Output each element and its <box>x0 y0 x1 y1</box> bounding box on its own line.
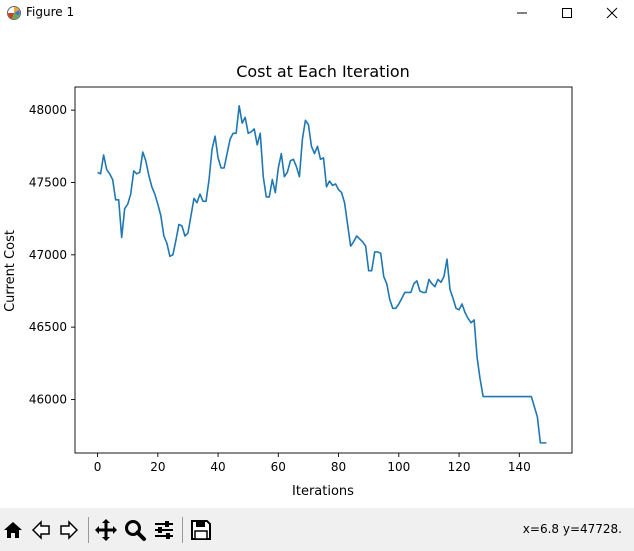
forward-button[interactable] <box>56 517 82 543</box>
minimize-icon <box>517 12 527 14</box>
x-tick-label: 0 <box>94 460 102 474</box>
navigation-toolbar: x=6.8 y=47728. <box>0 508 634 551</box>
pan-button[interactable] <box>93 517 119 543</box>
y-tick-label: 48000 <box>29 103 67 117</box>
series-line <box>97 105 547 444</box>
maximize-button[interactable] <box>545 0 589 26</box>
figure-canvas[interactable]: Cost at Each Iteration 0 20 40 60 80 100 120 14… <box>0 26 634 508</box>
chart-title: Cost at Each Iteration <box>236 62 410 81</box>
zoom-button[interactable] <box>122 517 148 543</box>
minimize-button[interactable] <box>500 0 544 26</box>
x-tick-label: 120 <box>448 460 471 474</box>
x-tick-label: 80 <box>331 460 346 474</box>
window-title: Figure 1 <box>26 5 75 19</box>
x-tick-label: 140 <box>508 460 531 474</box>
y-tick-label: 46500 <box>29 320 67 334</box>
y-tick-label: 46000 <box>29 392 67 406</box>
maximize-icon <box>562 8 572 18</box>
y-tick-label: 47000 <box>29 248 67 262</box>
configure-subplots-button[interactable] <box>151 517 177 543</box>
save-button[interactable] <box>188 517 214 543</box>
close-icon <box>606 7 618 19</box>
axes-frame <box>74 86 573 454</box>
y-axis-label: Current Cost <box>3 230 18 312</box>
configure-subplots-icon <box>155 521 173 539</box>
plot-area: 0 20 40 60 80 100 120 140 46000 46500 47000 47500 48… <box>29 86 573 474</box>
home-button[interactable] <box>0 517 26 543</box>
pan-icon <box>95 519 117 541</box>
save-icon <box>191 520 211 540</box>
back-arrow-icon <box>31 520 50 540</box>
toolbar-separator <box>182 517 183 543</box>
close-button[interactable] <box>590 0 634 26</box>
title-bar: Figure 1 <box>0 0 634 26</box>
y-tick-label: 47500 <box>29 175 67 189</box>
home-icon <box>4 522 22 538</box>
zoom-icon <box>125 520 146 541</box>
line-chart: Cost at Each Iteration 0 20 40 60 80 100 120 14… <box>3 62 573 499</box>
x-tick-label: 60 <box>271 460 286 474</box>
toolbar-separator <box>88 517 89 543</box>
cursor-coordinates: x=6.8 y=47728. <box>522 522 622 536</box>
x-tick-label: 100 <box>387 460 410 474</box>
back-button[interactable] <box>28 517 54 543</box>
x-axis-label: Iterations <box>292 484 354 499</box>
forward-arrow-icon <box>60 520 79 540</box>
x-tick-label: 20 <box>150 460 165 474</box>
x-tick-label: 40 <box>210 460 225 474</box>
matplotlib-logo-icon <box>6 5 22 21</box>
